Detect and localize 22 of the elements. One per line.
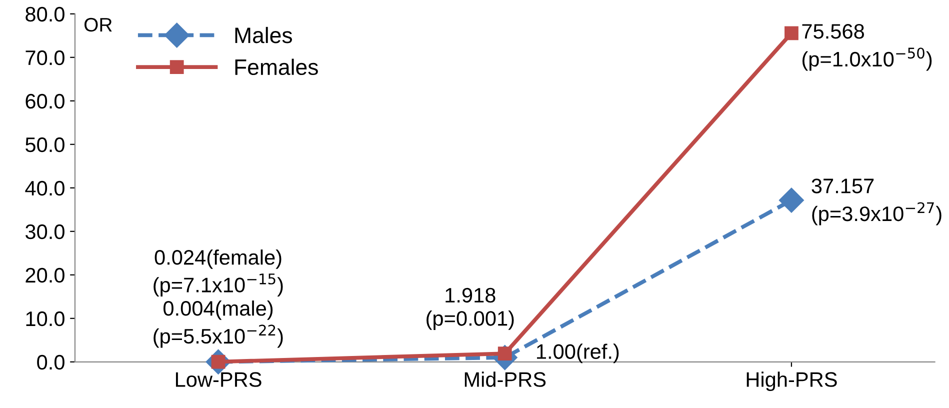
annotation: 0.024(female) (p=7.1x10$^{−15}$) 0.004(male) (p=5.5x10$^{−22}$) xyxy=(154,249,283,348)
x-tick-label: Mid-PRS xyxy=(464,372,546,387)
y-tick-label: 0.0 xyxy=(37,354,64,370)
y-tick-label: 60.0 xyxy=(26,94,64,109)
y-tick-label: 40.0 xyxy=(25,180,64,196)
legend-label: Females xyxy=(235,58,318,76)
annotation: 75.568 (p=1.0x10$^{−50}$) xyxy=(802,24,932,71)
annotation: 1.00(ref.) xyxy=(537,344,619,364)
y-tick-label: 30.0 xyxy=(26,224,64,240)
annotation: 1.918 (p=0.001) xyxy=(426,288,514,330)
annotation: 37.157 (p=3.9x10$^{−27}$) xyxy=(812,178,942,226)
y-axis-title: OR xyxy=(84,18,112,32)
y-tick-label: 10.0 xyxy=(26,311,64,326)
x-tick-label: Low-PRS xyxy=(176,372,262,387)
y-tick-label: 20.0 xyxy=(26,268,64,283)
y-tick-label: 80.0 xyxy=(26,6,64,22)
y-tick-label: 70.0 xyxy=(26,50,64,66)
legend-label: Males xyxy=(235,26,292,44)
y-tick-label: 50.0 xyxy=(26,137,64,152)
point xyxy=(778,188,804,213)
point xyxy=(784,26,798,40)
x-tick-label: High-PRS xyxy=(746,372,837,392)
